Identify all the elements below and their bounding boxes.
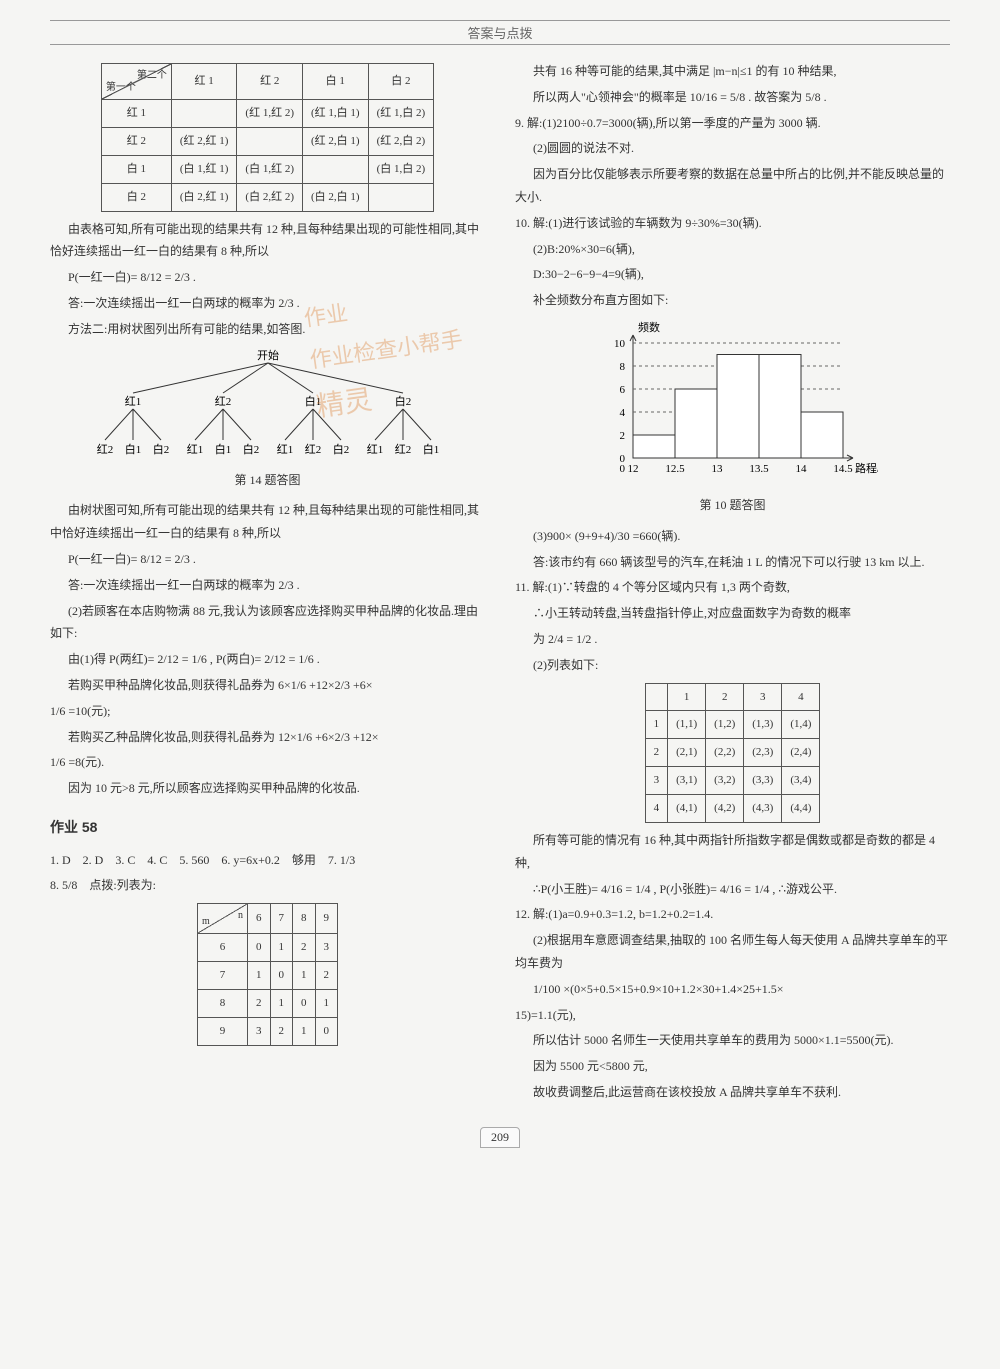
text: 补全频数分布直方图如下:: [515, 289, 950, 312]
text: 8. 5/8 点拨:列表为:: [50, 874, 485, 897]
text: 所以估计 5000 名师生一天使用共享单车的费用为 5000×1.1=5500(…: [515, 1029, 950, 1052]
svg-text:12: 12: [627, 463, 638, 475]
svg-text:13.5: 13.5: [749, 463, 769, 475]
table-q8: n m 6789 60123 71012 82101 93210: [197, 903, 338, 1046]
svg-text:红1: 红1: [276, 443, 293, 456]
page-header: 答案与点拨: [50, 20, 950, 45]
svg-text:10: 10: [614, 338, 626, 350]
homework-title: 作业 58: [50, 814, 485, 841]
text: ∴小王转动转盘,当转盘指针停止,对应盘面数字为奇数的概率: [515, 602, 950, 625]
text: 答:该市约有 660 辆该型号的汽车,在耗油 1 L 的情况下可以行驶 13 k…: [515, 551, 950, 574]
page-number: 209: [50, 1127, 950, 1148]
text: 1. D 2. D 3. C 4. C 5. 560 6. y=6x+0.2 够…: [50, 849, 485, 872]
text: 1/100 ×(0×5+0.5×15+0.9×10+1.2×30+1.4×25+…: [515, 978, 950, 1001]
tree-diagram: 开始红1 红2 白1 白2 红2 白1 白2 红1 白1 白2 红1 红2 白2 红1 红2 白1: [78, 345, 458, 465]
svg-text:13: 13: [711, 463, 723, 475]
text: 因为 10 元>8 元,所以顾客应选择购买甲种品牌的化妆品.: [50, 777, 485, 800]
text: (2)列表如下:: [515, 654, 950, 677]
svg-text:红1: 红1: [186, 443, 203, 456]
svg-text:白1: 白1: [124, 442, 141, 456]
svg-text:白1: 白1: [304, 394, 321, 408]
text: 若购买乙种品牌化妆品,则获得礼品券为 12×1/6 +6×2/3 +12×: [50, 726, 485, 749]
svg-text:白1: 白1: [214, 442, 231, 456]
svg-text:14: 14: [795, 463, 807, 475]
text: 所以两人"心领神会"的概率是 10/16 = 5/8 . 故答案为 5/8 .: [515, 86, 950, 109]
svg-text:12.5: 12.5: [665, 463, 685, 475]
svg-text:白2: 白2: [394, 394, 411, 408]
svg-text:红2: 红2: [304, 443, 321, 456]
svg-text:白1: 白1: [422, 442, 439, 456]
text: (2)B:20%×30=6(辆),: [515, 238, 950, 261]
svg-text:白2: 白2: [152, 442, 169, 456]
chart-caption: 第 10 题答图: [515, 494, 950, 517]
svg-text:白2: 白2: [332, 442, 349, 456]
svg-text:红1: 红1: [366, 443, 383, 456]
table-q11: 1234 1(1,1)(1,2)(1,3)(1,4) 2(2,1)(2,2)(2…: [645, 683, 821, 823]
text: (2)圆圆的说法不对.: [515, 137, 950, 160]
svg-text:路程/km: 路程/km: [855, 462, 878, 475]
text: 答:一次连续摇出一红一白两球的概率为 2/3 .: [50, 292, 485, 315]
svg-text:红2: 红2: [214, 395, 231, 408]
tree-caption: 第 14 题答图: [50, 469, 485, 492]
svg-text:14.5: 14.5: [833, 463, 853, 475]
text: 因为百分比仅能够表示所要考察的数据在总量中所占的比例,并不能反映总量的大小.: [515, 163, 950, 209]
text: 9. 解:(1)2100÷0.7=3000(辆),所以第一季度的产量为 3000…: [515, 112, 950, 135]
svg-text:2: 2: [619, 430, 625, 442]
text: D:30−2−6−9−4=9(辆),: [515, 263, 950, 286]
text: 1/6 =10(元);: [50, 700, 485, 723]
text: 由表格可知,所有可能出现的结果共有 12 种,且每种结果出现的可能性相同,其中恰…: [50, 218, 485, 264]
svg-text:开始: 开始: [257, 348, 279, 362]
text: 为 2/4 = 1/2 .: [515, 628, 950, 651]
text: 12. 解:(1)a=0.9+0.3=1.2, b=1.2+0.2=1.4.: [515, 903, 950, 926]
svg-text:0: 0: [619, 463, 625, 475]
text: P(一红一白)= 8/12 = 2/3 .: [50, 266, 485, 289]
text: 15)=1.1(元),: [515, 1004, 950, 1027]
table-q14: 第二个 第一个 红 1 红 2 白 1 白 2 红 1(红 1,红 2)(红 1…: [101, 63, 434, 212]
text: (2)若顾客在本店购物满 88 元,我认为该顾客应选择购买甲种品牌的化妆品.理由…: [50, 600, 485, 646]
text: 1/6 =8(元).: [50, 751, 485, 774]
right-column: 共有 16 种等可能的结果,其中满足 |m−n|≤1 的有 10 种结果, 所以…: [515, 57, 950, 1107]
text: 11. 解:(1)∵转盘的 4 个等分区域内只有 1,3 两个奇数,: [515, 576, 950, 599]
text: 因为 5500 元<5800 元,: [515, 1055, 950, 1078]
text: 10. 解:(1)进行该试验的车辆数为 9÷30%=30(辆).: [515, 212, 950, 235]
text: (3)900× (9+9+4)/30 =660(辆).: [515, 525, 950, 548]
text: 方法二:用树状图列出所有可能的结果,如答图.: [50, 318, 485, 341]
text: 所有等可能的情况有 16 种,其中两指针所指数字都是偶数或都是奇数的都是 4 种…: [515, 829, 950, 875]
text: P(一红一白)= 8/12 = 2/3 .: [50, 548, 485, 571]
svg-text:红2: 红2: [394, 443, 411, 456]
svg-text:6: 6: [619, 384, 625, 396]
svg-text:红1: 红1: [124, 395, 141, 408]
svg-text:红2: 红2: [96, 443, 113, 456]
text: 由树状图可知,所有可能出现的结果共有 12 种,且每种结果出现的可能性相同,其中…: [50, 499, 485, 545]
text: 答:一次连续摇出一红一白两球的概率为 2/3 .: [50, 574, 485, 597]
text: 若购买甲种品牌化妆品,则获得礼品券为 6×1/6 +12×2/3 +6×: [50, 674, 485, 697]
svg-text:8: 8: [619, 361, 625, 373]
left-column: 作业 作业检查小帮手 精灵 第二个 第一个 红 1 红 2 白 1 白 2 红 …: [50, 57, 485, 1107]
text: 故收费调整后,此运营商在该校投放 A 品牌共享单车不获利.: [515, 1081, 950, 1104]
text: 由(1)得 P(两红)= 2/12 = 1/6 , P(两白)= 2/12 = …: [50, 648, 485, 671]
bar-chart-q10: 0246810频数路程/km01212.51313.51414.5: [588, 318, 878, 488]
text: 共有 16 种等可能的结果,其中满足 |m−n|≤1 的有 10 种结果,: [515, 60, 950, 83]
svg-text:4: 4: [619, 407, 625, 419]
content-columns: 作业 作业检查小帮手 精灵 第二个 第一个 红 1 红 2 白 1 白 2 红 …: [50, 57, 950, 1107]
svg-text:白2: 白2: [242, 442, 259, 456]
text: ∴P(小王胜)= 4/16 = 1/4 , P(小张胜)= 4/16 = 1/4…: [515, 878, 950, 901]
text: (2)根据用车意愿调查结果,抽取的 100 名师生每人每天使用 A 品牌共享单车…: [515, 929, 950, 975]
svg-text:频数: 频数: [638, 320, 660, 334]
